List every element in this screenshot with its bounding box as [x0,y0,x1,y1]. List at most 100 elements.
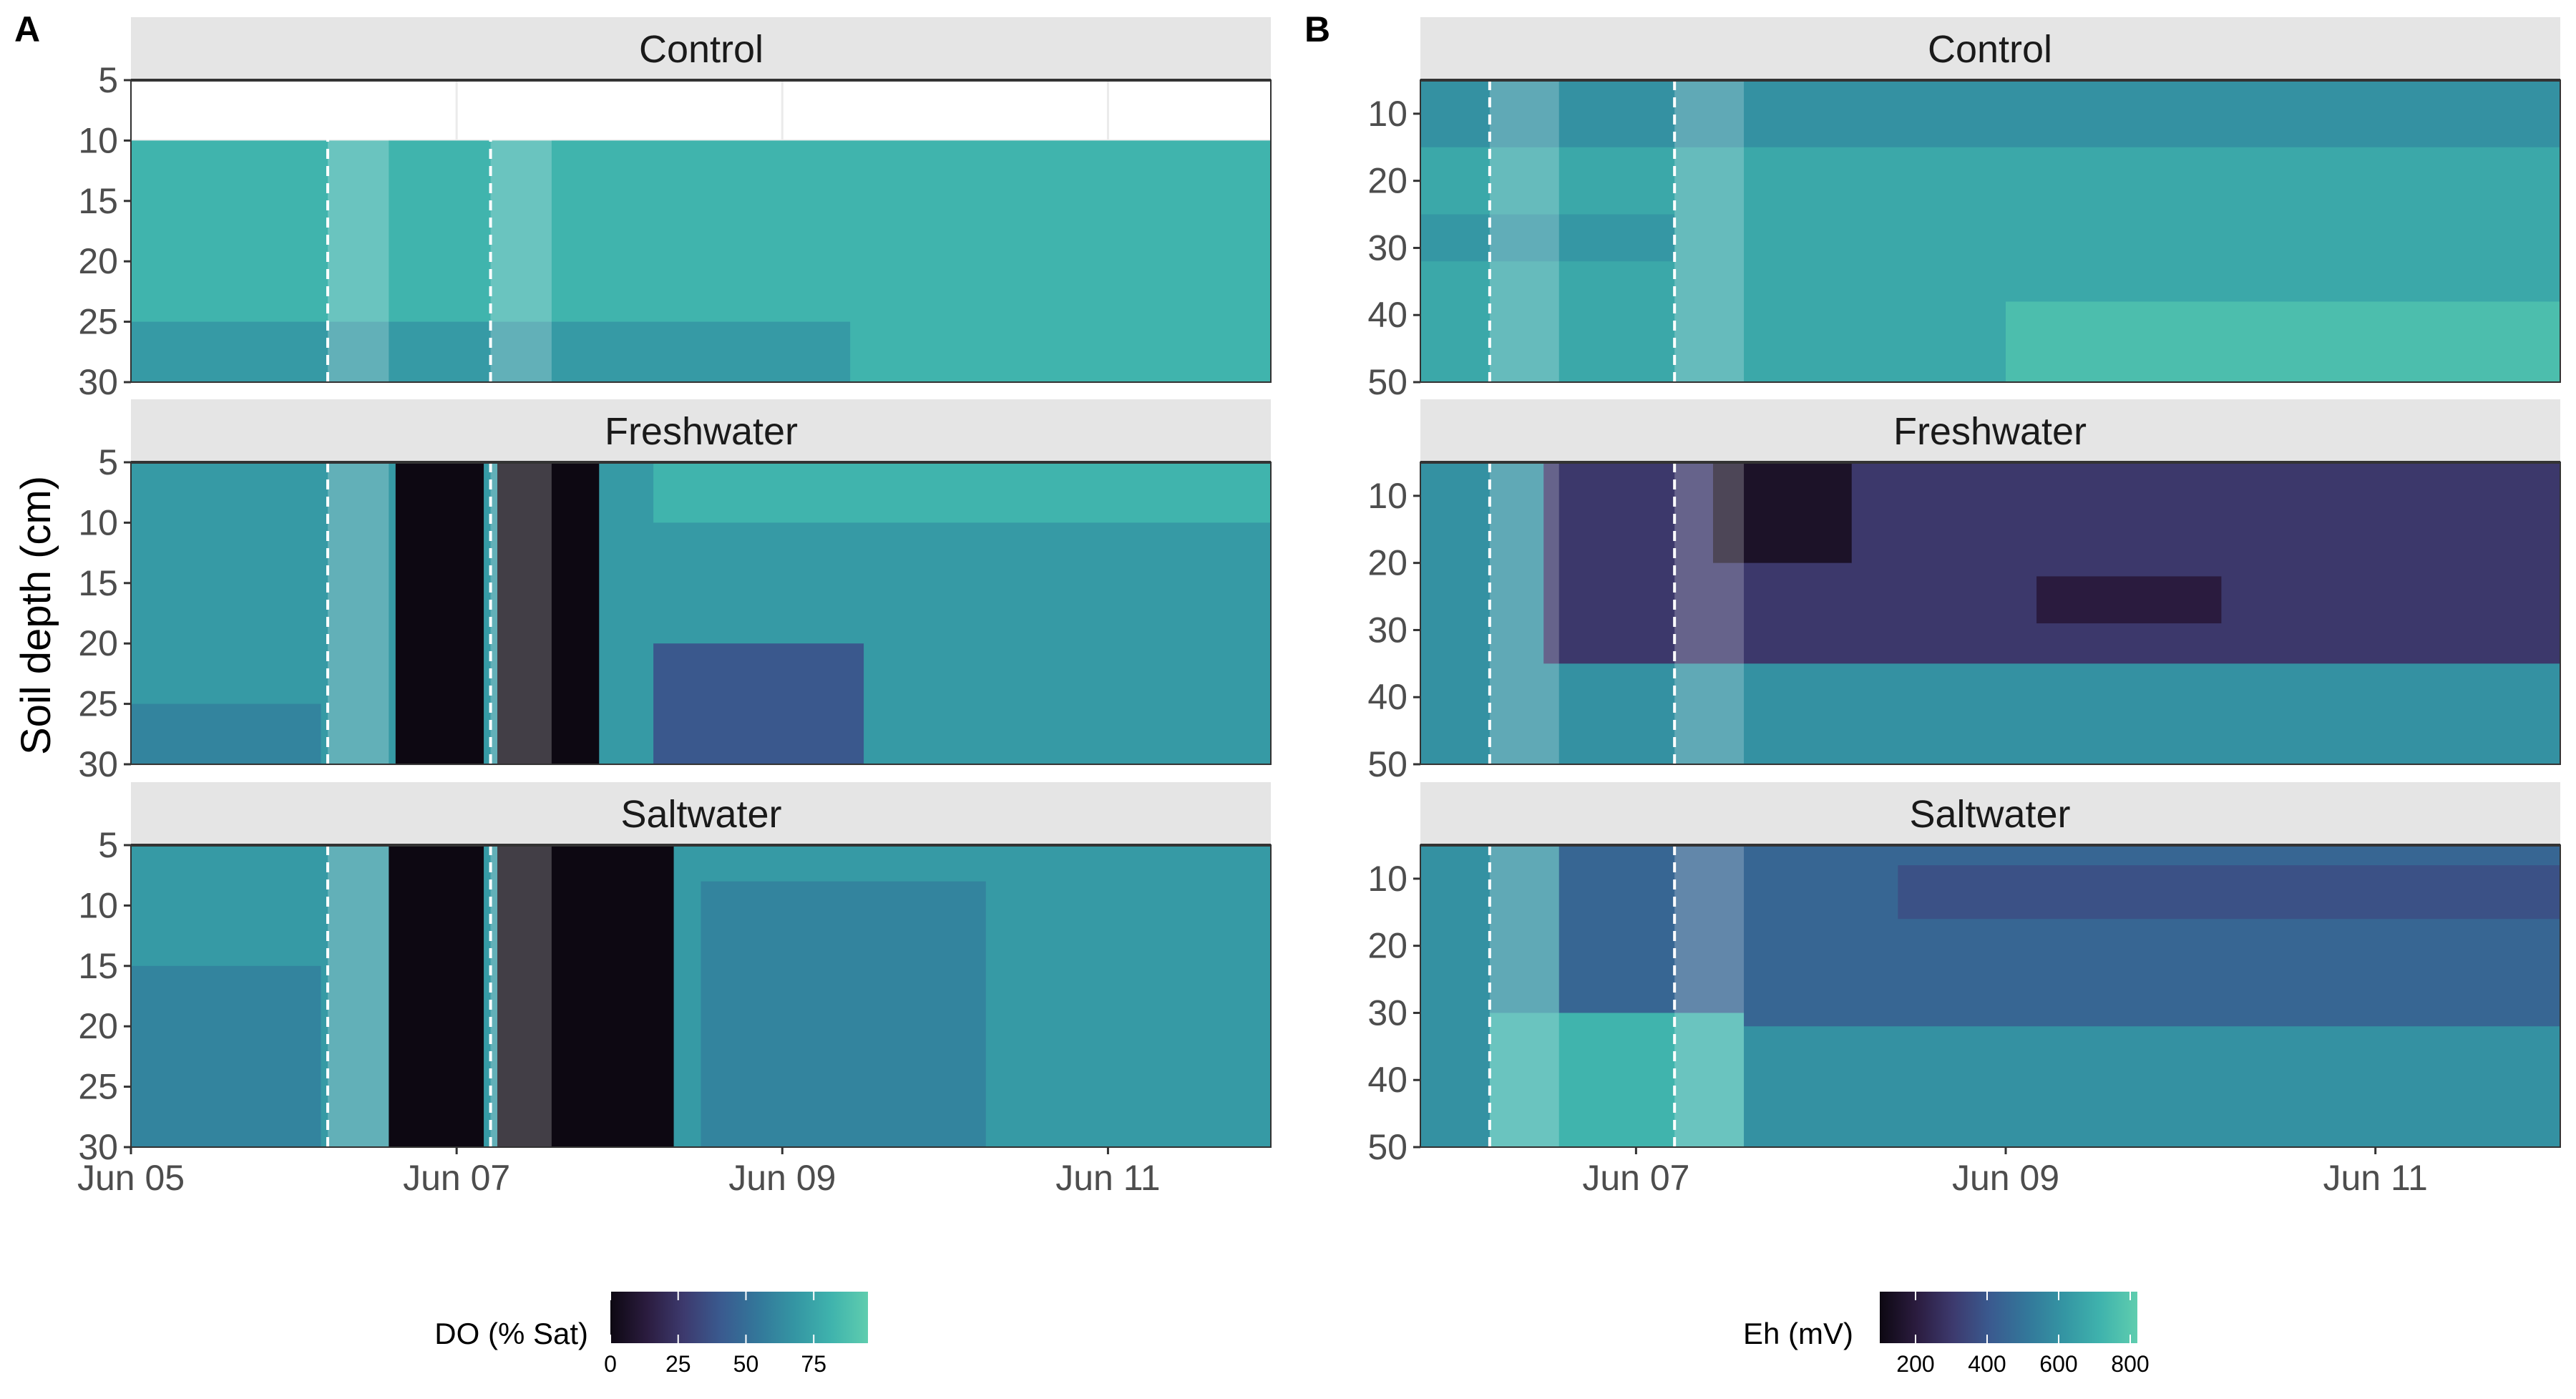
facet-strip-label: Control [1928,28,2052,71]
event-window [1489,462,1559,764]
colorbar-tick-label: 600 [2039,1351,2077,1377]
y-tick-label: 5 [98,442,118,482]
y-tick-label: 50 [1367,744,1407,784]
y-tick-label: 10 [78,502,118,542]
y-tick-label: 20 [1367,543,1407,583]
legend-eh: Eh (mV) 200 400 600 800 [1743,1292,2150,1377]
panel-b-eh: Control 10 20 30 40 50 Freshwater 10 20 30 40 50… [1367,17,2561,1198]
y-tick-label: 30 [1367,993,1407,1033]
facet-strip [131,782,1271,845]
panel-a-do: Control 5 10 15 20 25 30 Freshwater 5 10 15 20 25… [77,17,1272,1198]
contour-band [1489,1013,1745,1147]
contour-band [1898,865,2560,920]
contour-band [395,462,484,764]
y-tick-label: 10 [1367,859,1407,899]
colorbar [1880,1292,2137,1343]
colorbar-tick-label: 200 [1896,1351,1934,1377]
contour-band [497,462,600,764]
colorbar-tick-label: 800 [2111,1351,2149,1377]
facet-strip [1420,17,2560,80]
contour-layer [1420,462,2560,764]
y-tick-label: 40 [1367,295,1407,335]
event-window [1489,80,1559,382]
contour-band [1420,80,2560,147]
y-tick-label: 30 [1367,610,1407,650]
event-window [490,80,552,382]
contour-band [389,845,484,1147]
y-tick-label: 40 [1367,677,1407,717]
event-window [327,462,389,764]
event-window [327,845,389,1147]
y-tick-label: 30 [78,362,118,402]
y-tick-label: 5 [98,825,118,865]
eh-facet-saltwater: Saltwater 10 20 30 40 50 Jun 07 Jun 09 Jun 11 [1367,782,2561,1198]
y-tick-label: 30 [78,744,118,784]
facet-strip-label: Saltwater [620,793,781,836]
contour-band [1713,462,1852,563]
y-tick-label: 10 [78,885,118,925]
legend-do-title: DO (% Sat) [434,1317,588,1350]
x-tick-label: Jun 05 [77,1158,185,1198]
contour-band [2006,301,2560,382]
y-tick-label: 10 [78,120,118,160]
y-tick-label: 30 [1367,228,1407,268]
contour-band [2036,576,2222,624]
x-tick-label: Jun 09 [1952,1158,2059,1198]
contour-band [653,462,1271,523]
eh-facet-control: Control 10 20 30 40 50 [1367,17,2561,402]
event-window [490,845,552,1147]
colorbar-tick-label: 75 [801,1351,826,1377]
contour-layer [1420,80,2560,382]
y-tick-label: 20 [78,1006,118,1046]
y-tick-label: 15 [78,563,118,603]
colorbar-tick-label: 0 [604,1351,617,1377]
y-tick-label: 20 [1367,926,1407,966]
y-tick-label: 50 [1367,362,1407,402]
facet-strip [1420,399,2560,462]
eh-facet-freshwater: Freshwater 10 20 30 40 50 [1367,399,2561,784]
facet-strip-label: Control [639,28,763,71]
contour-layer [131,80,1271,382]
facet-strip [1420,782,2560,845]
facet-strip-label: Freshwater [605,410,798,453]
y-tick-label: 25 [78,302,118,342]
facet-strip-label: Saltwater [1909,793,2070,836]
y-tick-label: 20 [78,241,118,281]
contour-band [701,881,986,1147]
y-tick-label: 10 [1367,94,1407,134]
contour-band [497,845,674,1147]
event-window [327,80,389,382]
panel-letter-a: A [14,9,40,49]
contour-layer [131,845,1271,1147]
event-window [1674,845,1745,1147]
y-tick-label: 20 [1367,161,1407,201]
x-tick-label: Jun 07 [403,1158,510,1198]
colorbar-tick-label: 50 [733,1351,759,1377]
y-tick-label: 30 [78,1127,118,1167]
event-window [1674,80,1745,382]
event-window [1674,462,1745,764]
y-tick-label: 15 [78,946,118,986]
contour-band [131,703,321,764]
colorbar-tick-label: 25 [665,1351,691,1377]
contour-band [1420,214,1675,262]
colorbar-tick-label: 400 [1968,1351,2006,1377]
contour-layer [1420,845,2560,1147]
y-tick-label: 10 [1367,476,1407,516]
facet-strip [131,17,1271,80]
y-tick-label: 40 [1367,1060,1407,1100]
event-window [490,462,552,764]
colorbar [610,1292,868,1343]
event-window [1489,845,1559,1147]
legend-eh-title: Eh (mV) [1743,1317,1853,1350]
facet-strip [131,399,1271,462]
contour-band [653,643,864,764]
facet-strip-label: Freshwater [1893,410,2087,453]
x-tick-label: Jun 09 [728,1158,836,1198]
y-tick-label: 25 [78,684,118,724]
y-tick-label: 20 [78,623,118,663]
y-tick-label: 15 [78,181,118,221]
